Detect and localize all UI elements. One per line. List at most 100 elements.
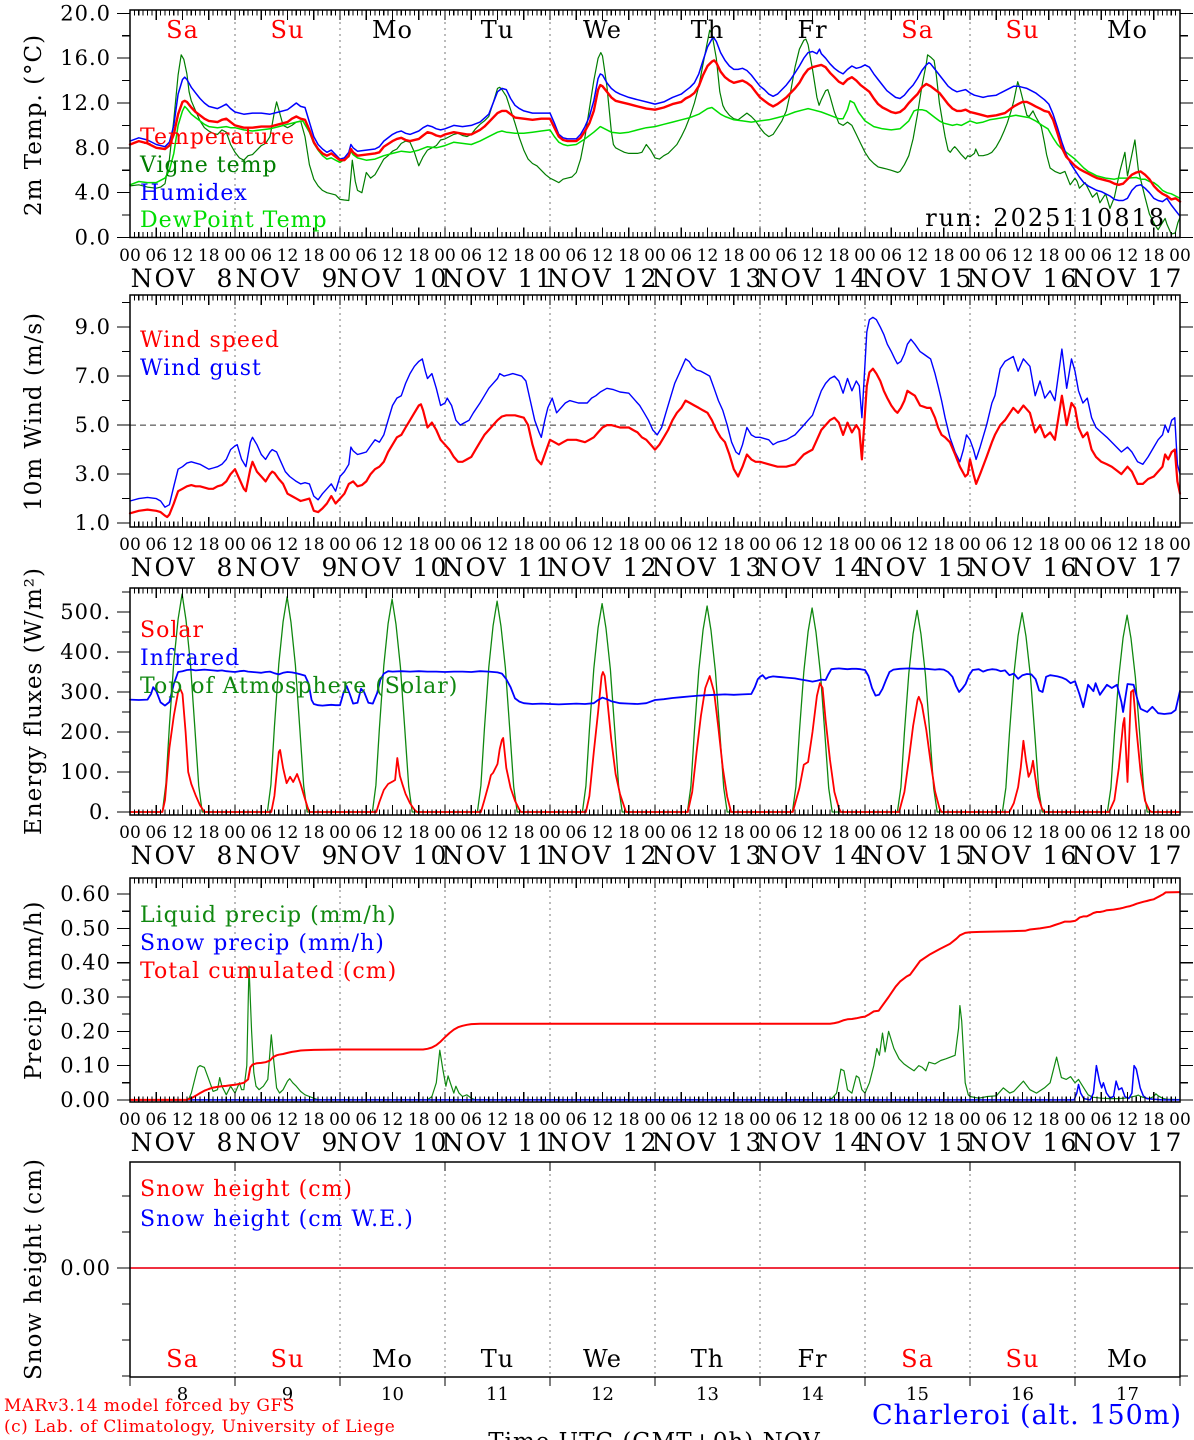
y-tick-label: 12.0 (60, 91, 111, 115)
x-hour-label: 18 (408, 535, 430, 555)
legend-total-cumulated: Total cumulated (cm) (140, 959, 398, 984)
x-hour-label: 12 (1012, 535, 1034, 555)
x-hour-label: 12 (487, 535, 509, 555)
x-hour-label: 00 (1169, 1110, 1191, 1130)
x-hour-label: 06 (1090, 246, 1112, 266)
x-day-number: 8 (177, 1384, 188, 1405)
x-hour-label: 06 (355, 1110, 377, 1130)
y-tick-label: 0.60 (60, 882, 111, 906)
x-day-number: 15 (906, 1384, 929, 1405)
x-hour-label: 00 (1064, 246, 1086, 266)
legend-snow-precip: Snow precip (mm/h) (140, 931, 385, 956)
x-hour-label: 18 (408, 823, 430, 843)
weekday-label: Su (1006, 16, 1040, 44)
x-hour-label: 12 (1012, 1110, 1034, 1130)
x-hour-label: 18 (303, 246, 325, 266)
x-date-label: NOV 14 (757, 264, 869, 293)
x-hour-label: 18 (513, 535, 535, 555)
x-date-label: NOV 15 (862, 553, 974, 582)
x-hour-label: 06 (775, 1110, 797, 1130)
weekday-label: We (583, 1345, 622, 1373)
x-hour-label: 12 (907, 535, 929, 555)
y-tick-label: 100. (60, 760, 111, 784)
legend-liquid-precip: Liquid precip (mm/h) (140, 903, 397, 928)
x-hour-label: 00 (959, 246, 981, 266)
x-date-label: NOV 10 (337, 841, 449, 870)
y-tick-label: 0.10 (60, 1054, 111, 1078)
run-label: run: 2025110818 (925, 204, 1166, 232)
legend-vigne-temp: Vigne temp (140, 153, 278, 178)
x-hour-label: 00 (644, 246, 666, 266)
x-date-label: NOV 8 (131, 264, 235, 293)
x-hour-label: 18 (1143, 1110, 1165, 1130)
x-hour-label: 12 (592, 823, 614, 843)
x-date-label: NOV 16 (967, 841, 1079, 870)
legend-infrared: Infrared (140, 646, 241, 671)
x-hour-label: 18 (723, 246, 745, 266)
x-hour-label: 06 (355, 246, 377, 266)
weekday-label: Mo (1107, 1345, 1148, 1373)
x-hour-label: 06 (880, 823, 902, 843)
panel-2m-temp-c-: 0.04.08.012.016.020.000 06 12 18 00 06 12 18 00 0… (60, 1, 1193, 293)
x-hour-label: 00 (119, 823, 141, 843)
x-hour-label: 18 (933, 823, 955, 843)
x-hour-label: 00 (854, 535, 876, 555)
x-hour-label: 00 (329, 823, 351, 843)
x-hour-label: 00 (749, 1110, 771, 1130)
x-hour-label: 06 (460, 823, 482, 843)
x-date-label: NOV 9 (236, 553, 340, 582)
x-date-label: NOV 15 (862, 264, 974, 293)
panel-10m-wind-m-s-: 1.03.05.07.09.000 06 12 18 00 06 12 18 00 06 12 18 0… (75, 294, 1193, 582)
y-tick-label: 0.30 (60, 985, 111, 1009)
x-hour-label: 06 (670, 246, 692, 266)
y-tick-label: 1.0 (75, 511, 111, 535)
x-hour-label: 00 (854, 823, 876, 843)
weekday-label: Su (271, 16, 305, 44)
x-hour-label: 12 (382, 823, 404, 843)
x-hour-label: 12 (802, 823, 824, 843)
weekday-label: Sa (166, 1345, 199, 1373)
legend-temperature: Temperature (140, 125, 296, 150)
x-hour-label: 12 (907, 823, 929, 843)
x-hour-label: 06 (880, 535, 902, 555)
x-hour-label: 18 (513, 246, 535, 266)
y-tick-label: 8.0 (75, 136, 111, 160)
x-date-label: NOV 8 (131, 1128, 235, 1157)
x-hour-label: 00 (119, 535, 141, 555)
weekday-label: Mo (372, 16, 413, 44)
panel-snow-height-cm-: 0.00 8 9 10 11 12 13 14 15 16 17 Sa Su Mo Tu We Th Fr Sa Su… (60, 1161, 1193, 1405)
x-hour-label: 00 (749, 823, 771, 843)
weekday-label: Su (1006, 1345, 1040, 1373)
x-hour-label: 18 (933, 535, 955, 555)
x-hour-label: 18 (828, 246, 850, 266)
x-date-label: NOV 12 (547, 553, 659, 582)
ticks (117, 1162, 1193, 1386)
x-hour-label: 06 (985, 246, 1007, 266)
station-label: Charleroi (alt. 150m) (872, 1400, 1182, 1431)
x-hour-label: 06 (250, 535, 272, 555)
x-hour-label: 18 (198, 1110, 220, 1130)
lab-credit: (c) Lab. of Climatology, University of L… (4, 1417, 396, 1437)
x-hour-label: 18 (723, 823, 745, 843)
x-hour-label: 12 (592, 246, 614, 266)
series-temperature (128, 59, 1182, 203)
time-axis-title: Time UTC (GMT+0h) (488, 1429, 754, 1440)
x-date-label: NOV 8 (131, 841, 235, 870)
x-hour-label: 12 (697, 246, 719, 266)
x-hour-label: 06 (670, 823, 692, 843)
y-tick-label: 0. (89, 800, 111, 824)
x-hour-label: 18 (828, 535, 850, 555)
x-hour-label: 00 (1064, 823, 1086, 843)
x-hour-label: 06 (775, 246, 797, 266)
legend-dewpoint-temp: DewPoint Temp (140, 208, 328, 233)
x-hour-label: 18 (723, 535, 745, 555)
x-date-label: NOV 17 (1072, 264, 1184, 293)
series-total_cumulated (129, 891, 1181, 1101)
y-axis-title-temp: 2m Temp. (°C) (21, 33, 47, 217)
x-hour-label: 06 (250, 1110, 272, 1130)
x-date-label: NOV 11 (442, 841, 554, 870)
ticks (117, 588, 1193, 815)
series-snow_precip (129, 1064, 1181, 1101)
x-hour-label: 18 (408, 1110, 430, 1130)
